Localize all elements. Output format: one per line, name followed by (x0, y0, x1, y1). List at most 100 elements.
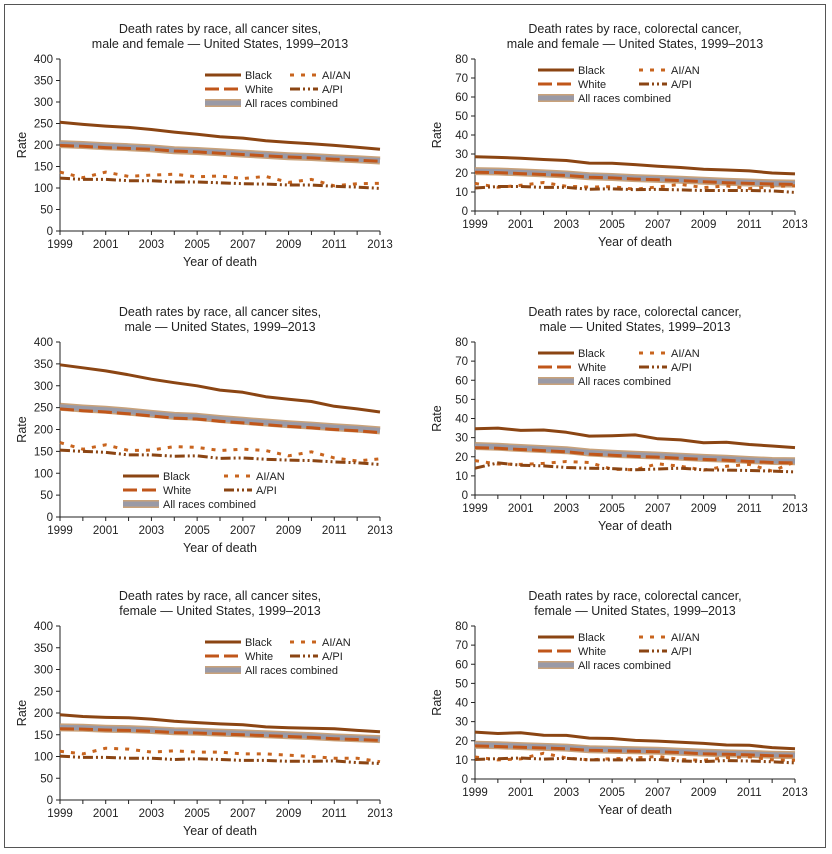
y-tick-label: 300 (34, 665, 53, 677)
x-tick-label: 2003 (554, 219, 580, 231)
series-line-api (59, 448, 381, 466)
x-tick-label: 2007 (645, 787, 671, 799)
legend-label-white: White (245, 651, 273, 663)
y-tick-label: 100 (34, 752, 53, 764)
y-axis-label: Rate (15, 700, 29, 726)
y-tick-label: 20 (455, 452, 468, 464)
y-tick-label: 150 (34, 446, 53, 458)
chart-panel-6: Death rates by race, colorectal cancer,f… (430, 589, 808, 817)
series-line-white (474, 744, 796, 758)
series-line-black (474, 155, 796, 176)
y-tick-label: 40 (455, 130, 468, 142)
y-tick-label: 50 (455, 111, 468, 123)
x-tick-label: 2005 (599, 219, 625, 231)
legend-label-api: A/PI (671, 362, 692, 374)
legend-label-api: A/PI (671, 79, 692, 91)
x-tick-label: 2007 (645, 503, 671, 515)
legend-label-api: A/PI (256, 485, 277, 497)
x-tick-label: 2005 (184, 525, 210, 537)
legend-label-white: White (163, 485, 191, 497)
x-tick-label: 2001 (508, 503, 534, 515)
x-tick-label: 1999 (47, 525, 73, 537)
series-line-aian (59, 746, 381, 764)
series-line-black (474, 426, 796, 450)
x-tick-label: 2013 (367, 525, 393, 537)
x-axis-label: Year of death (598, 235, 672, 249)
y-tick-label: 80 (455, 621, 468, 633)
y-tick-label: 40 (455, 414, 468, 426)
legend-label-black: Black (578, 65, 605, 77)
series-line-white (474, 170, 796, 186)
chart-title-line2: male — United States, 1999–2013 (539, 320, 730, 334)
y-tick-label: 70 (455, 73, 468, 85)
y-axis-label: Rate (15, 132, 29, 158)
x-tick-label: 1999 (462, 787, 488, 799)
series-line-api (474, 185, 796, 194)
series-line-white (59, 407, 381, 435)
series-line-api (59, 176, 381, 190)
legend-label-aian: AI/AN (322, 637, 351, 649)
x-tick-label: 2003 (554, 787, 580, 799)
y-tick-label: 20 (455, 736, 468, 748)
series-line-black (59, 120, 381, 151)
chart-title-line1: Death rates by race, colorectal cancer, (528, 305, 741, 319)
x-tick-label: 1999 (47, 239, 73, 251)
legend-label-aian: AI/AN (671, 65, 700, 77)
y-tick-label: 100 (34, 468, 53, 480)
x-tick-label: 2009 (276, 239, 302, 251)
x-tick-label: 2009 (276, 525, 302, 537)
legend-label-aian: AI/AN (256, 471, 285, 483)
y-tick-label: 350 (34, 359, 53, 371)
chart-panel-5: Death rates by race, all cancer sites,fe… (15, 589, 393, 838)
x-tick-label: 1999 (47, 808, 73, 820)
legend-label-white: White (578, 362, 606, 374)
y-tick-label: 300 (34, 97, 53, 109)
x-tick-label: 2001 (508, 219, 534, 231)
chart-title-line2: male — United States, 1999–2013 (124, 320, 315, 334)
y-tick-label: 10 (455, 187, 468, 199)
y-tick-label: 300 (34, 381, 53, 393)
x-tick-label: 2001 (93, 808, 119, 820)
legend-label-api: A/PI (671, 646, 692, 658)
x-tick-label: 2013 (782, 219, 808, 231)
legend-label-all: All races combined (578, 660, 671, 672)
x-tick-label: 2009 (276, 808, 302, 820)
x-tick-label: 2001 (508, 787, 534, 799)
x-tick-label: 2007 (230, 525, 256, 537)
y-tick-label: 50 (455, 394, 468, 406)
y-tick-label: 80 (455, 337, 468, 349)
chart-panel-1: Death rates by race, all cancer sites,ma… (15, 22, 393, 269)
x-tick-label: 2005 (599, 503, 625, 515)
x-tick-label: 1999 (462, 219, 488, 231)
y-tick-label: 150 (34, 162, 53, 174)
chart-title-line2: female — United States, 1999–2013 (534, 604, 736, 618)
y-tick-label: 60 (455, 92, 468, 104)
series-line-api (474, 756, 796, 765)
legend-label-aian: AI/AN (671, 632, 700, 644)
y-tick-label: 150 (34, 730, 53, 742)
series-line-white (474, 446, 796, 465)
y-tick-label: 200 (34, 708, 53, 720)
y-tick-label: 250 (34, 686, 53, 698)
y-tick-label: 50 (40, 205, 53, 217)
x-tick-label: 2005 (599, 787, 625, 799)
legend-label-api: A/PI (322, 651, 343, 663)
y-tick-label: 80 (455, 54, 468, 66)
y-tick-label: 70 (455, 640, 468, 652)
y-tick-label: 30 (455, 717, 468, 729)
x-tick-label: 2007 (645, 219, 671, 231)
series-line-all (59, 404, 381, 433)
series-line-black (474, 730, 796, 751)
chart-panel-2: Death rates by race, colorectal cancer,m… (430, 22, 808, 249)
legend-label-black: Black (578, 348, 605, 360)
y-tick-label: 40 (455, 698, 468, 710)
series-line-white (59, 727, 381, 742)
chart-title-line1: Death rates by race, all cancer sites, (119, 305, 321, 319)
y-axis-label: Rate (430, 405, 444, 431)
x-tick-label: 2013 (367, 239, 393, 251)
x-tick-label: 2001 (93, 525, 119, 537)
